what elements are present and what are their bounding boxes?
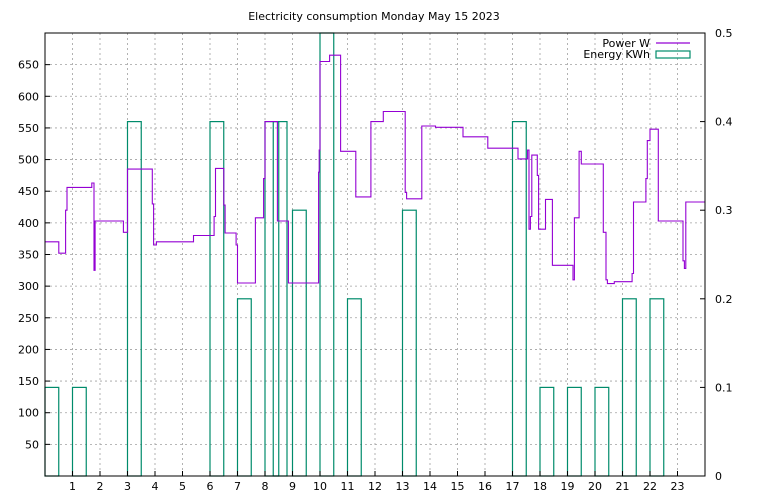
left-tick-label: 400	[18, 217, 39, 230]
right-tick-label: 0.4	[715, 116, 733, 129]
x-axis-labels: 1 2 3 4 5 6 7 8 9 10 11 12 13 14 15 16 17 18 19 20 21 22 23	[69, 480, 685, 493]
energy-bar	[44, 386, 60, 477]
left-tick-label: 250	[18, 312, 39, 325]
x-tick-label: 22	[643, 480, 657, 493]
x-tick-label: 10	[313, 480, 327, 493]
x-tick-label: 15	[451, 480, 465, 493]
left-axis-labels: 50 100 150 200 250 300 350 400 450 500 550 600 650	[18, 59, 39, 452]
right-tick-label: 0.3	[715, 204, 733, 217]
x-tick-label: 16	[478, 480, 492, 493]
right-tick-label: 0.5	[715, 27, 733, 40]
legend: Power W Energy KWh	[583, 37, 691, 61]
energy-bar	[272, 120, 288, 477]
x-tick-label: 23	[671, 480, 685, 493]
left-tick-label: 550	[18, 122, 39, 135]
legend-swatch-energy	[655, 50, 691, 59]
energy-bar	[209, 120, 225, 477]
x-tick-label: 14	[423, 480, 437, 493]
x-tick-label: 2	[97, 480, 104, 493]
x-tick-label: 4	[152, 480, 159, 493]
x-tick-label: 21	[616, 480, 630, 493]
power-line-group	[45, 54, 705, 285]
energy-bar	[621, 298, 637, 477]
x-tick-label: 17	[506, 480, 520, 493]
energy-bar	[511, 120, 527, 477]
right-tick-label: 0.1	[715, 381, 733, 394]
x-tick-label: 7	[234, 480, 241, 493]
right-tick-label: 0.2	[715, 293, 733, 306]
left-tick-label: 450	[18, 185, 39, 198]
x-tick-label: 1	[69, 480, 76, 493]
x-tick-label: 9	[289, 480, 296, 493]
chart-title: Electricity consumption Monday May 15 20…	[248, 10, 500, 23]
left-tick-label: 150	[18, 375, 39, 388]
left-tick-label: 100	[18, 407, 39, 420]
left-tick-label: 350	[18, 249, 39, 262]
x-tick-label: 3	[124, 480, 131, 493]
x-tick-label: 12	[368, 480, 382, 493]
x-tick-label: 20	[588, 480, 602, 493]
x-tick-label: 11	[341, 480, 355, 493]
left-tick-label: 300	[18, 280, 39, 293]
energy-bar	[649, 298, 665, 477]
x-tick-label: 6	[207, 480, 214, 493]
x-tick-label: 19	[561, 480, 575, 493]
energy-bar	[539, 386, 555, 477]
x-tick-label: 13	[396, 480, 410, 493]
energy-bar	[126, 120, 142, 477]
right-tick-label: 0	[715, 470, 722, 483]
left-tick-label: 600	[18, 90, 39, 103]
energy-bar	[71, 386, 87, 477]
energy-bar	[346, 298, 362, 477]
legend-label-power: Power W	[602, 37, 650, 50]
energy-bar	[291, 209, 307, 477]
left-tick-label: 200	[18, 343, 39, 356]
left-tick-label: 650	[18, 59, 39, 72]
left-tick-label: 50	[25, 438, 39, 451]
energy-bar	[264, 120, 280, 477]
energy-bar	[594, 386, 610, 477]
energy-bar	[236, 298, 252, 477]
right-axis-labels: 0 0.1 0.2 0.3 0.4 0.5	[715, 27, 733, 483]
energy-bar	[566, 386, 582, 477]
axis-ticks	[45, 32, 705, 477]
x-tick-label: 8	[262, 480, 269, 493]
left-tick-label: 500	[18, 154, 39, 167]
x-tick-label: 5	[179, 480, 186, 493]
power-series-line	[45, 54, 705, 285]
legend-label-energy: Energy KWh	[583, 48, 650, 61]
energy-bar	[401, 209, 417, 477]
x-tick-label: 18	[533, 480, 547, 493]
